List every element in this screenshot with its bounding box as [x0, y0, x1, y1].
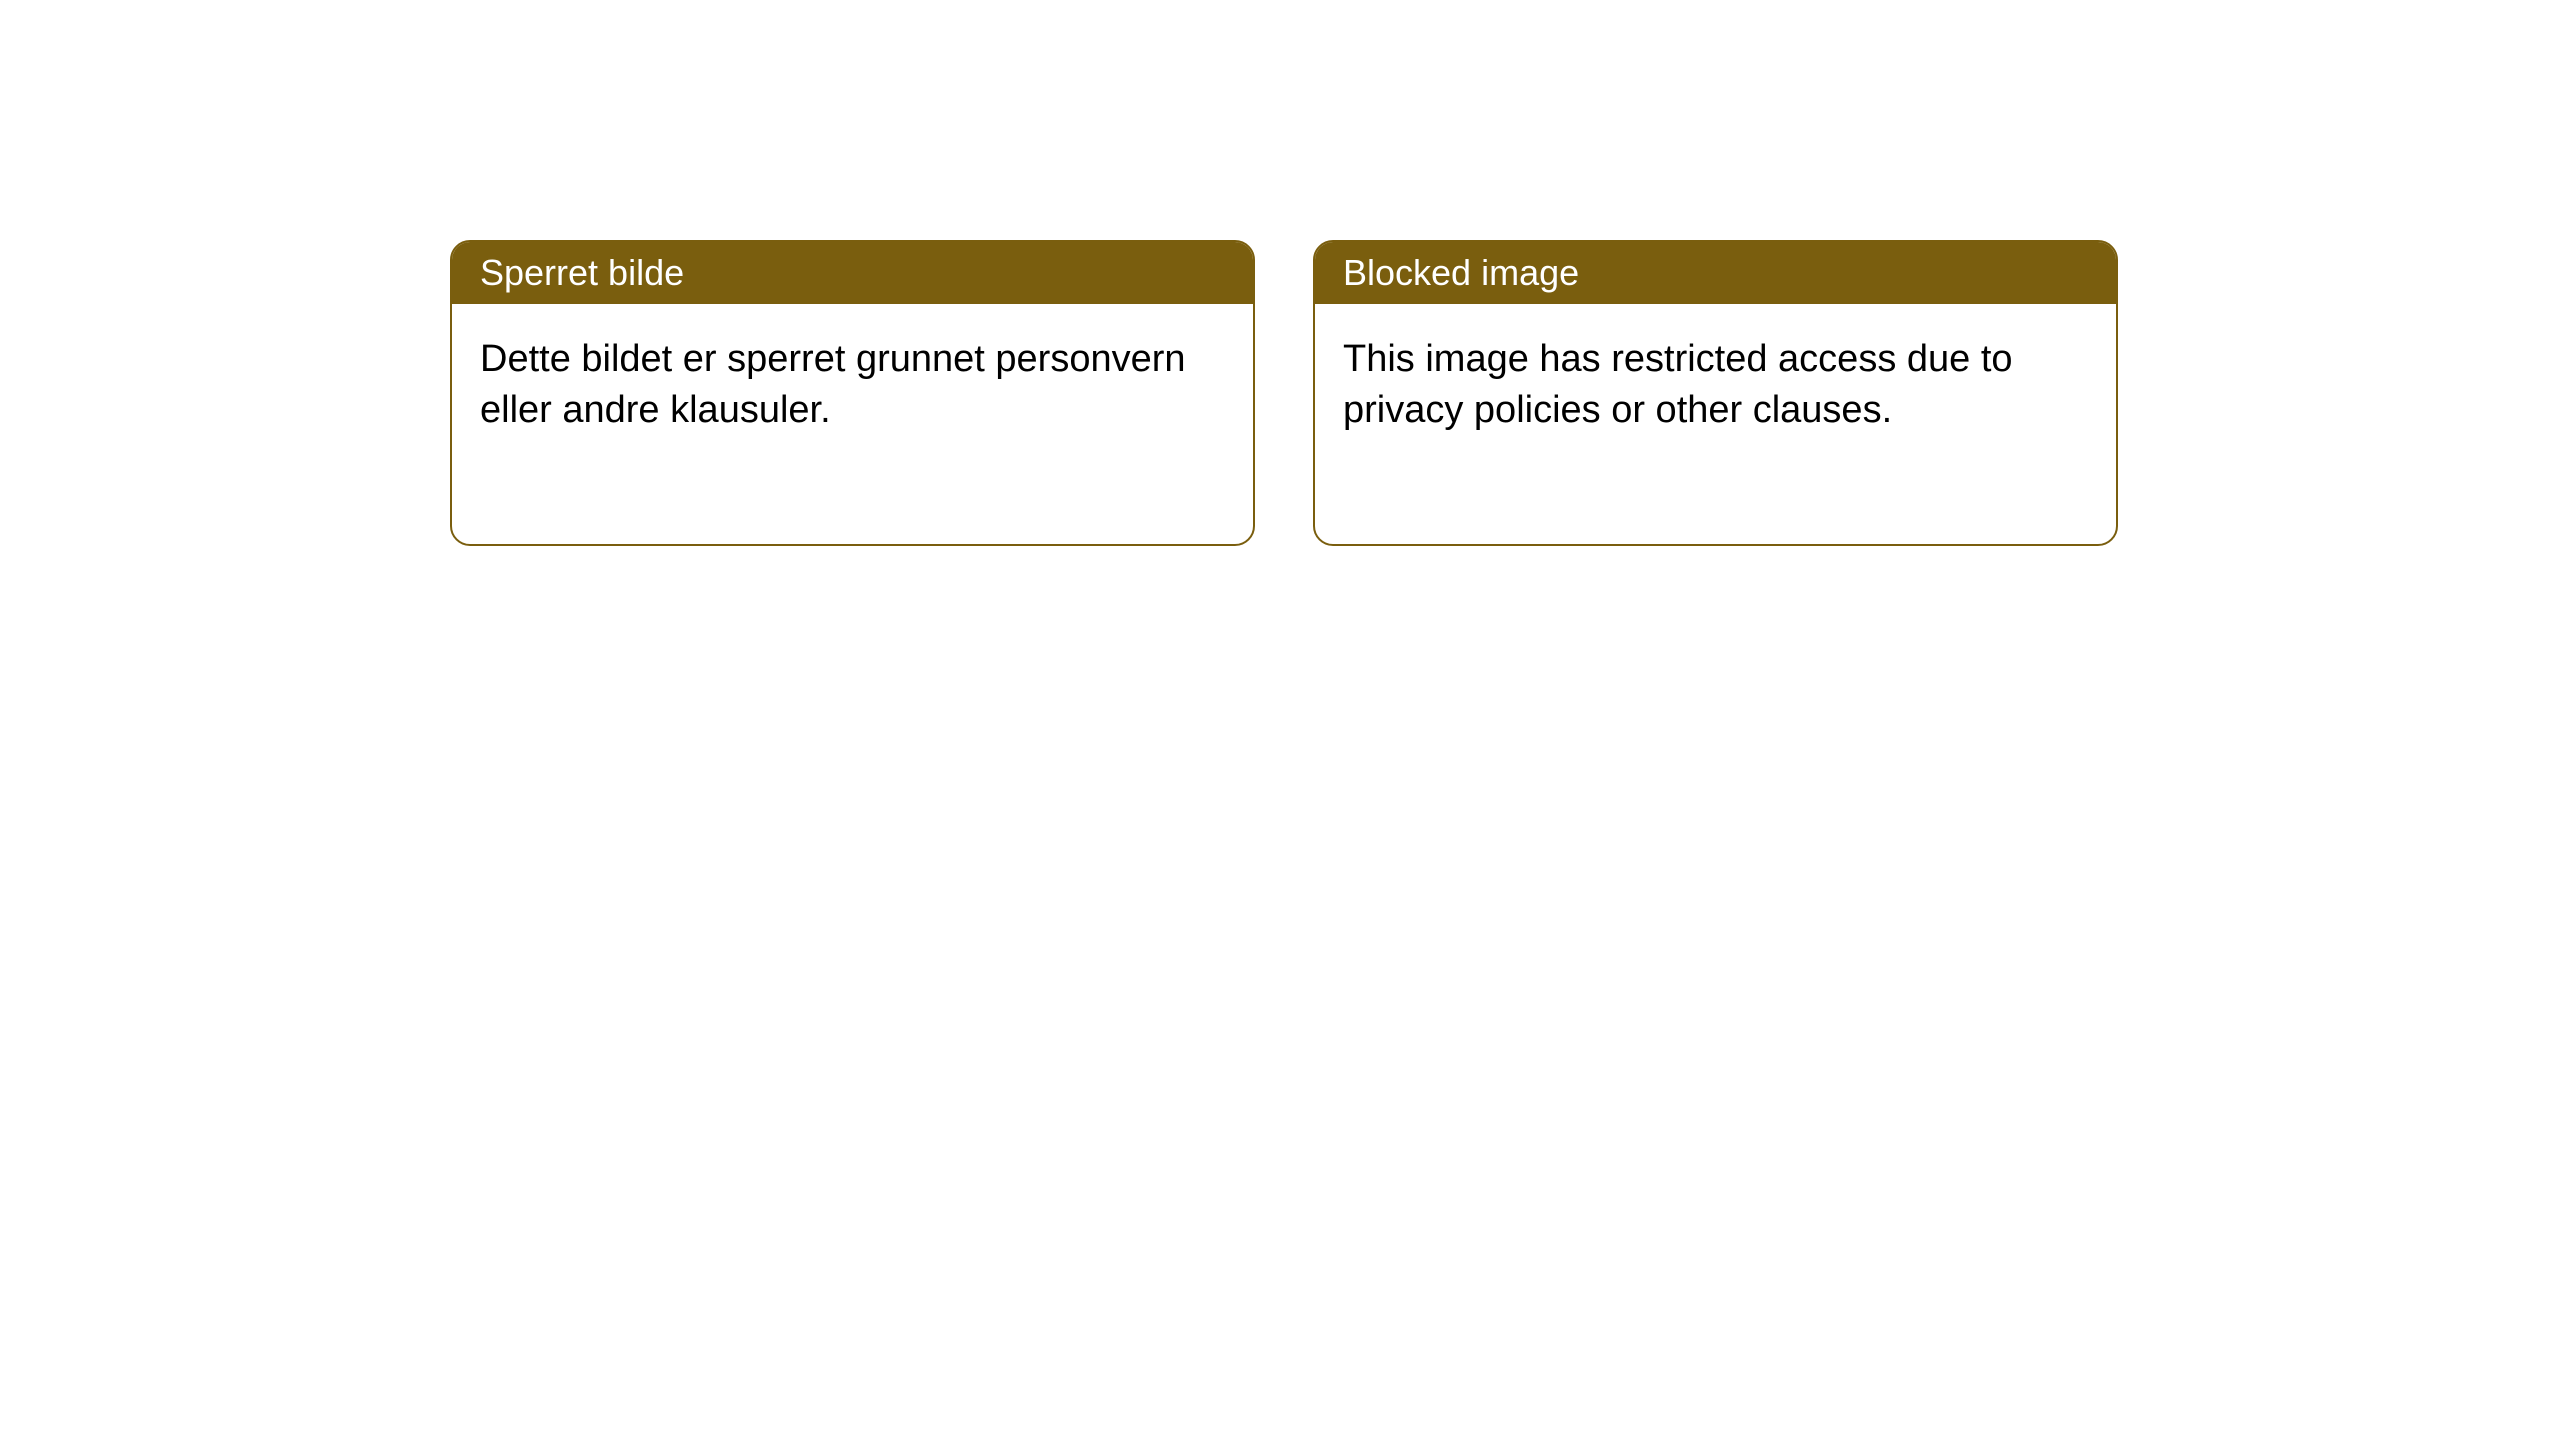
notice-card-title: Blocked image: [1315, 242, 2116, 304]
notice-card-title: Sperret bilde: [452, 242, 1253, 304]
notice-card-body: This image has restricted access due to …: [1315, 304, 2116, 544]
notice-container: Sperret bilde Dette bildet er sperret gr…: [450, 240, 2118, 546]
notice-card-norwegian: Sperret bilde Dette bildet er sperret gr…: [450, 240, 1255, 546]
notice-card-english: Blocked image This image has restricted …: [1313, 240, 2118, 546]
notice-card-body: Dette bildet er sperret grunnet personve…: [452, 304, 1253, 544]
